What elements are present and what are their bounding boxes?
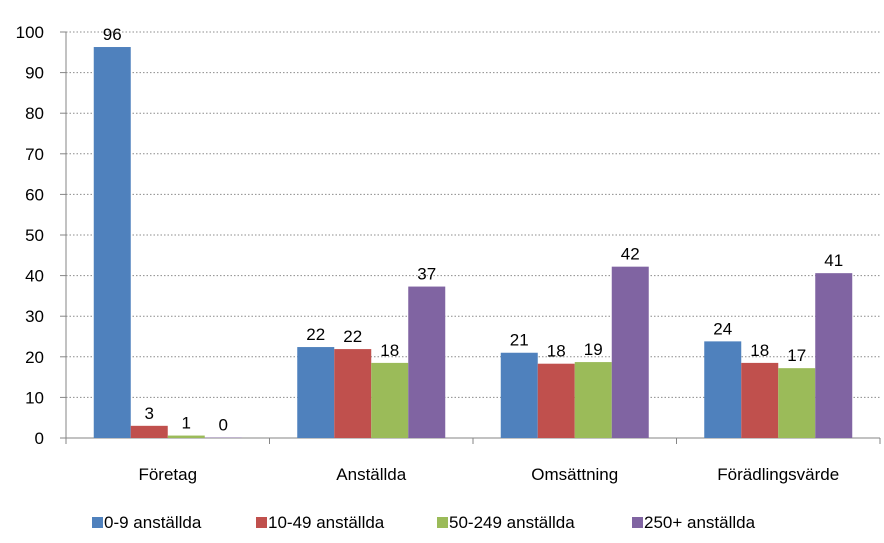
y-tick-label: 70: [25, 145, 44, 164]
x-tick-label: Förädlingsvärde: [717, 465, 839, 484]
gridlines: [66, 31, 880, 398]
legend: 0-9 anställda 10-49 anställda 50-249 anstä…: [92, 513, 756, 532]
bar: [574, 362, 612, 438]
data-label: 18: [750, 341, 769, 360]
x-tick-label: Företag: [138, 465, 197, 484]
bar: [778, 368, 816, 438]
data-label: 41: [824, 251, 843, 270]
bar: [611, 266, 649, 438]
y-tick-label: 40: [25, 267, 44, 286]
y-tick-label: 50: [25, 226, 44, 245]
bar: [704, 341, 742, 438]
legend-label: 250+ anställda: [644, 513, 756, 532]
y-tick-label: 30: [25, 307, 44, 326]
data-labels: 96 3 1 0 22 22 18 37 21 18 19 42 24 18 17 41: [103, 25, 843, 435]
bar: [130, 425, 168, 438]
bar: [167, 435, 205, 438]
legend-swatch: [437, 517, 448, 528]
y-tick-label: 80: [25, 104, 44, 123]
data-label: 24: [713, 319, 732, 338]
bar: [408, 286, 446, 438]
y-tick-label: 60: [25, 185, 44, 204]
y-tick-label: 0: [35, 429, 44, 448]
data-label: 96: [103, 25, 122, 44]
data-label: 3: [145, 404, 154, 423]
bar: [815, 273, 853, 438]
bar: [537, 363, 575, 438]
bar: [93, 47, 131, 438]
legend-swatch: [632, 517, 643, 528]
y-tick-label: 10: [25, 388, 44, 407]
legend-label: 0-9 anställda: [104, 513, 202, 532]
data-label: 22: [306, 325, 325, 344]
data-label: 17: [787, 346, 806, 365]
y-tick-label: 90: [25, 64, 44, 83]
x-tick-label: Anställda: [336, 465, 406, 484]
data-label: 1: [182, 414, 191, 433]
bar: [371, 362, 409, 438]
data-label: 42: [621, 245, 640, 264]
data-label: 19: [584, 340, 603, 359]
data-label: 18: [547, 342, 566, 361]
bar: [334, 349, 372, 438]
data-label: 21: [510, 331, 529, 350]
x-tick-label: Omsättning: [531, 465, 618, 484]
data-label: 37: [417, 265, 436, 284]
legend-swatch: [92, 517, 103, 528]
y-tick-label: 20: [25, 348, 44, 367]
data-label: 18: [380, 341, 399, 360]
bar: [741, 362, 779, 438]
data-label: 22: [343, 327, 362, 346]
y-tick-label: 100: [16, 23, 44, 42]
bars: [93, 47, 853, 438]
legend-label: 50-249 anställda: [449, 513, 575, 532]
bar: [500, 352, 538, 438]
bar: [297, 347, 335, 438]
data-label: 0: [219, 416, 228, 435]
legend-label: 10-49 anställda: [268, 513, 385, 532]
legend-swatch: [256, 517, 267, 528]
